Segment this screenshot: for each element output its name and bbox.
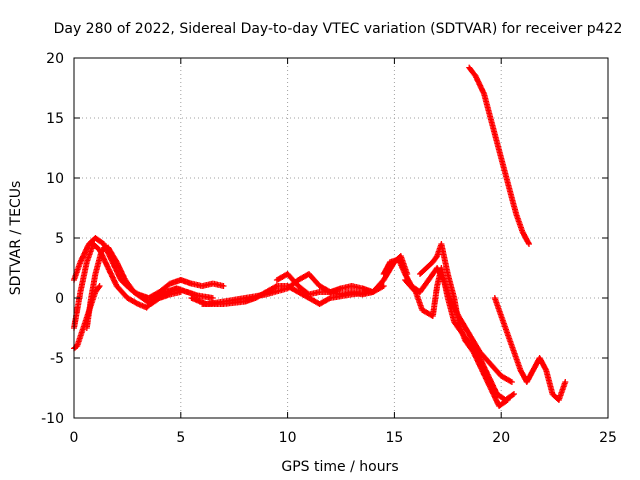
y-tick-label: -10 <box>41 411 64 427</box>
data-points <box>71 64 569 409</box>
series-track-i <box>417 241 511 409</box>
x-tick-label: 0 <box>70 430 79 446</box>
x-axis-label: GPS time / hours <box>281 459 398 475</box>
x-tick-label: 20 <box>492 430 510 446</box>
y-tick-label: 5 <box>55 231 64 247</box>
marker-trail <box>402 265 517 403</box>
marker-trail <box>273 253 411 298</box>
series-track-k <box>491 295 569 403</box>
x-tick-label: 15 <box>385 430 403 446</box>
chart-title: Day 280 of 2022, Sidereal Day-to-day VTE… <box>54 21 623 37</box>
marker-trail <box>491 295 569 403</box>
y-tick-label: 20 <box>46 51 64 67</box>
y-tick-label: 10 <box>46 171 64 187</box>
series-track-f <box>273 253 411 298</box>
y-tick-label: 0 <box>55 291 64 307</box>
grid-lines <box>74 58 608 418</box>
marker-trail <box>466 64 532 247</box>
axis-ticks: 0 5 10 15 20 25 -10 -5 0 5 10 15 20 <box>41 51 617 446</box>
marker-trail <box>417 241 511 409</box>
series-track-j <box>466 64 532 247</box>
y-axis-label: SDTVAR / TECUs <box>8 181 24 296</box>
x-tick-label: 5 <box>176 430 185 446</box>
series-track-h <box>402 265 517 403</box>
y-tick-label: 15 <box>46 111 64 127</box>
x-tick-label: 25 <box>599 430 617 446</box>
y-tick-label: -5 <box>50 351 64 367</box>
x-tick-label: 10 <box>279 430 297 446</box>
